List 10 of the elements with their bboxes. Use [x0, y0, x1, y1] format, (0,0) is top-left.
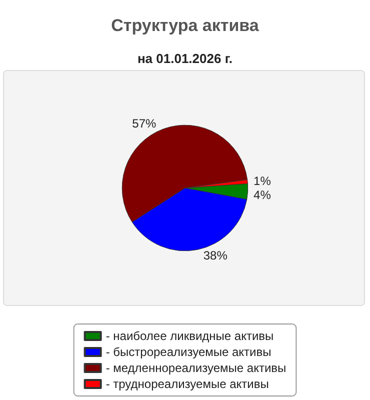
data-label: 4% — [254, 188, 272, 202]
legend-label: - быстрореализуемые активы — [106, 345, 272, 359]
data-label: 1% — [254, 174, 272, 188]
data-label: 38% — [203, 248, 228, 263]
chart-subtitle: на 01.01.2026 г. — [137, 51, 233, 66]
data-label: 57% — [132, 116, 157, 130]
legend-label: - труднореализуемые активы — [106, 377, 269, 391]
chart-title: Структура актива — [111, 16, 260, 35]
legend-label: - медленнореализуемые активы — [106, 361, 286, 375]
legend-label: - наиболее ликвидные активы — [106, 329, 274, 343]
